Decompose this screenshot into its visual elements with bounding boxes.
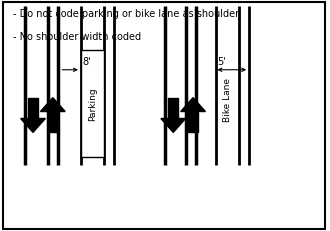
Text: - No shoulder width coded: - No shoulder width coded [13,32,141,42]
Bar [188,112,198,133]
Text: Bike Lane: Bike Lane [223,77,232,121]
Bar [28,98,38,119]
Polygon shape [161,119,185,133]
Polygon shape [20,119,46,133]
Text: Parking: Parking [88,87,97,121]
Polygon shape [40,98,65,112]
Text: - Do not code parking or bike lane as shoulder: - Do not code parking or bike lane as sh… [13,9,239,19]
Bar [48,112,58,133]
Polygon shape [181,98,205,112]
Bar [168,98,178,119]
Text: 5': 5' [217,57,226,67]
Bar [81,51,104,157]
Text: 8': 8' [82,57,91,67]
